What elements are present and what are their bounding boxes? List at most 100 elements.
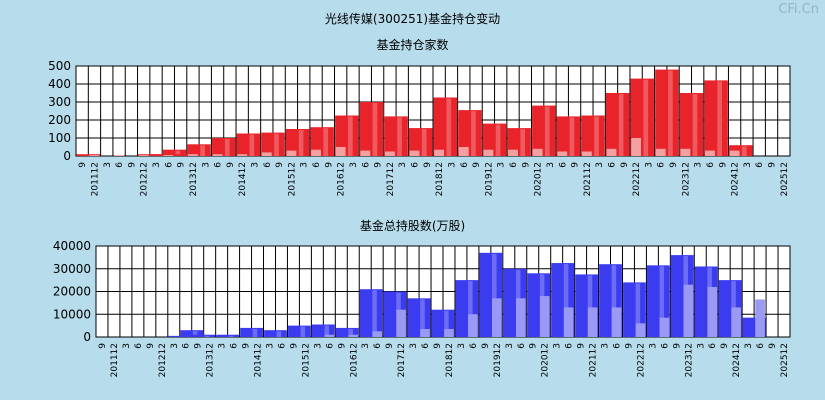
chart2-x-tick-label: 201312 — [206, 343, 216, 377]
chart2-x-tick-label: 6 — [421, 343, 431, 349]
chart1-x-tick-label: 9 — [718, 162, 728, 168]
chart2-bar — [180, 330, 204, 337]
chart1-bar-highlight — [200, 145, 205, 156]
chart2-x-tick-label: 3 — [601, 343, 611, 349]
chart2-x-tick-label: 6 — [373, 343, 383, 349]
chart2-bar — [168, 335, 192, 337]
chart1-bar — [729, 145, 753, 156]
chart2-shadow-bar — [563, 307, 574, 337]
chart1-shadow-bar — [434, 149, 445, 156]
chart1-bar-highlight — [643, 79, 649, 156]
chart1-shadow-bar — [680, 148, 691, 156]
chart1-bar — [187, 144, 211, 156]
chart2-x-tick-label: 201712 — [397, 343, 407, 377]
chart2-x-tick-label: 9 — [385, 343, 395, 349]
chart1-x-tick-label: 202012 — [534, 162, 544, 196]
chart2-x-tick-label: 6 — [660, 343, 670, 349]
chart2-bar — [359, 289, 383, 337]
chart2-y-tick-label: 20000 — [53, 285, 91, 299]
chart1-x-tick-label: 201212 — [140, 162, 150, 196]
chart1-x-tick-label: 6 — [164, 162, 174, 168]
chart1-shadow-bar — [483, 149, 494, 156]
chart1-x-tick-label: 201912 — [484, 162, 494, 196]
chart1-bar — [704, 80, 728, 156]
chart1-x-tick-label: 201312 — [189, 162, 199, 196]
chart2-shadow-bar — [420, 329, 430, 337]
chart2-x-tick-label: 3 — [122, 343, 132, 349]
chart1-shadow-bar — [532, 148, 543, 156]
chart1-x-tick-label: 9 — [374, 162, 384, 168]
chart2-bar — [216, 334, 239, 337]
chart2-bar-highlight — [444, 310, 449, 337]
chart1-y-tick-label: 500 — [48, 59, 71, 73]
chart1-bar-highlight — [372, 103, 378, 156]
chart1-x-tick-label: 6 — [460, 162, 470, 168]
chart2-bar-highlight — [192, 331, 198, 337]
chart2-x-tick-label: 202012 — [541, 343, 551, 377]
chart2-bar — [407, 298, 431, 337]
chart1-bar-highlight — [471, 111, 476, 156]
chart2-x-tick-label: 202312 — [684, 343, 694, 377]
chart2-x-tick-label: 9 — [624, 343, 634, 349]
chart1-x-tick-label: 9 — [127, 162, 137, 168]
chart2-x-tick-label: 3 — [744, 343, 754, 349]
chart1-x-tick-label: 9 — [472, 162, 482, 168]
chart1-x-tick-label: 3 — [152, 162, 162, 168]
chart2-x-tick-label: 6 — [182, 343, 192, 349]
chart2-x-tick-label: 3 — [266, 343, 276, 349]
chart1-x-tick-label: 3 — [251, 162, 261, 168]
chart2-bar-highlight — [324, 325, 330, 337]
chart1-shadow-bar — [360, 150, 371, 156]
chart2-x-tick-label: 6 — [613, 343, 623, 349]
chart1-bar — [285, 129, 310, 156]
chart2-shadow-bar — [492, 298, 502, 337]
chart1-bar-highlight — [421, 129, 427, 156]
chart2-x-tick-label: 202112 — [589, 343, 599, 377]
chart2-bar — [192, 334, 216, 337]
chart1-shadow-bar — [286, 150, 297, 156]
chart1-shadow-bar — [384, 151, 395, 156]
chart1-x-tick-label: 9 — [571, 162, 581, 168]
chart2-bar-highlight — [372, 290, 377, 337]
chart1-x-tick-label: 3 — [300, 162, 310, 168]
chart2-bar-highlight — [300, 326, 306, 337]
chart1-bar — [507, 128, 531, 156]
chart1-bar — [310, 127, 334, 156]
chart2-x-tick-label: 3 — [505, 343, 515, 349]
chart2-shadow-bar — [587, 307, 598, 337]
chart1-x-tick-label: 3 — [201, 162, 211, 168]
chart2-x-tick-label: 9 — [720, 343, 730, 349]
chart1-y-tick-label: 0 — [63, 149, 71, 163]
chart2-x-tick-label: 3 — [648, 343, 658, 349]
chart2-bar-highlight — [228, 335, 234, 337]
chart1-x-tick-label: 6 — [115, 162, 125, 168]
chart1-x-tick-label: 6 — [558, 162, 568, 168]
chart1-bar — [605, 93, 630, 156]
chart1-bar-highlight — [569, 117, 575, 156]
chart1-bar — [162, 149, 187, 156]
chart1-shadow-bar — [705, 150, 715, 156]
chart1-bar-highlight — [249, 134, 255, 156]
chart1-bar — [482, 123, 507, 156]
chart1-bar-highlight — [397, 117, 402, 156]
chart2-x-tick-label: 201112 — [110, 343, 120, 377]
chart1-shadow-bar — [729, 150, 740, 156]
chart2-x-tick-label: 202412 — [732, 343, 742, 377]
chart1-x-tick-label: 6 — [608, 162, 618, 168]
chart2-shadow-bar — [755, 299, 765, 337]
chart2-x-tick-label: 3 — [218, 343, 228, 349]
chart1-shadow-bar — [508, 149, 518, 156]
chart2-x-tick-label: 201912 — [493, 343, 503, 377]
chart1-bar — [212, 138, 236, 156]
chart1-x-tick-label: 201712 — [386, 162, 396, 196]
chart1-y-tick-label: 300 — [48, 95, 71, 109]
chart2-x-tick-label: 6 — [469, 343, 479, 349]
chart2-shadow-bar — [444, 329, 454, 337]
chart1-bar-highlight — [594, 116, 599, 156]
chart2-shadow-bar — [468, 314, 478, 337]
chart1-x-tick-label: 202112 — [583, 162, 593, 196]
chart2-y-tick-label: 10000 — [53, 307, 91, 321]
chart1-x-tick-label: 3 — [398, 162, 408, 168]
chart1-shadow-bar — [557, 151, 568, 156]
chart1-shadow-bar — [581, 151, 592, 156]
